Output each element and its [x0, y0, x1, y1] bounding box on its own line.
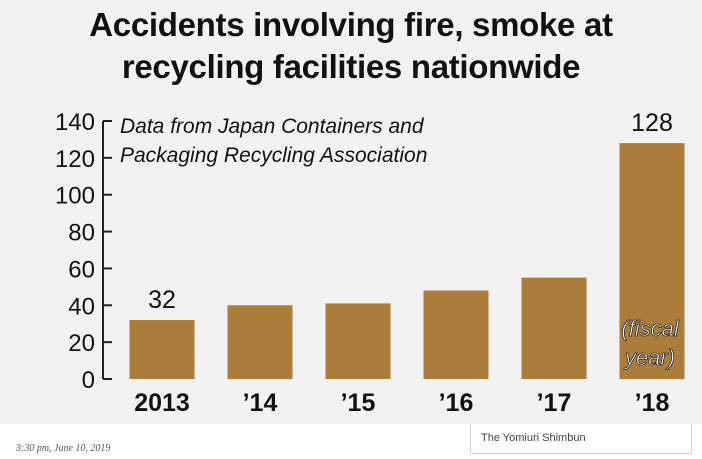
x-tick-label: ’14 [243, 389, 278, 417]
y-tick-label: 120 [55, 146, 95, 173]
credit-box: The Yomiuri Shimbun [470, 424, 692, 454]
bars [129, 143, 685, 379]
x-tick-label: 2013 [134, 389, 190, 417]
fiscal-year-note-line-2: year) [623, 345, 675, 370]
y-tick-label: 60 [68, 256, 95, 283]
x-tick-label: ’16 [439, 389, 474, 417]
timestamp: 3:30 pm, June 10, 2019 [16, 443, 111, 454]
x-tick-label: ’15 [341, 389, 376, 417]
y-tick-label: 20 [68, 330, 95, 357]
y-tick-label: 140 [55, 109, 95, 136]
chart-panel: Accidents involving fire, smoke at recyc… [0, 0, 702, 424]
x-axis-labels: 2013 ’14 ’15 ’16 ’17 ’18 [134, 389, 669, 417]
bar-4 [521, 277, 587, 379]
bar-chart: 0 20 40 60 80 100 120 140 2013 ’14 ’15 ’16 ’17 ’18 3… [55, 109, 685, 417]
bar-5 [619, 143, 685, 379]
chart-title-line-2: recycling facilities nationwide [121, 48, 581, 85]
bar-2 [325, 303, 391, 379]
x-tick-label: ’17 [537, 389, 572, 417]
source-note-line-2: Packaging Recycling Association [120, 144, 427, 167]
chart-title-line-1: Accidents involving fire, smoke at [89, 6, 613, 43]
bar-1 [227, 305, 293, 379]
y-axis: 0 20 40 60 80 100 120 140 [55, 109, 112, 394]
data-labels: 32 128 [148, 109, 673, 314]
y-tick-label: 80 [68, 220, 95, 247]
bar-3 [423, 290, 489, 379]
source-note-line-1: Data from Japan Containers and [120, 115, 425, 138]
y-tick-label: 100 [55, 183, 95, 210]
credit-text: The Yomiuri Shimbun [481, 432, 586, 444]
y-tick-label: 0 [82, 367, 95, 394]
fiscal-year-note-line-1: (fiscal [621, 316, 680, 341]
data-label: 32 [148, 286, 176, 314]
y-tick-label: 40 [68, 293, 95, 320]
x-tick-label: ’18 [635, 389, 670, 417]
bar-0 [129, 320, 195, 379]
chart-title: Accidents involving fire, smoke at recyc… [0, 4, 702, 88]
data-label: 128 [631, 109, 673, 137]
